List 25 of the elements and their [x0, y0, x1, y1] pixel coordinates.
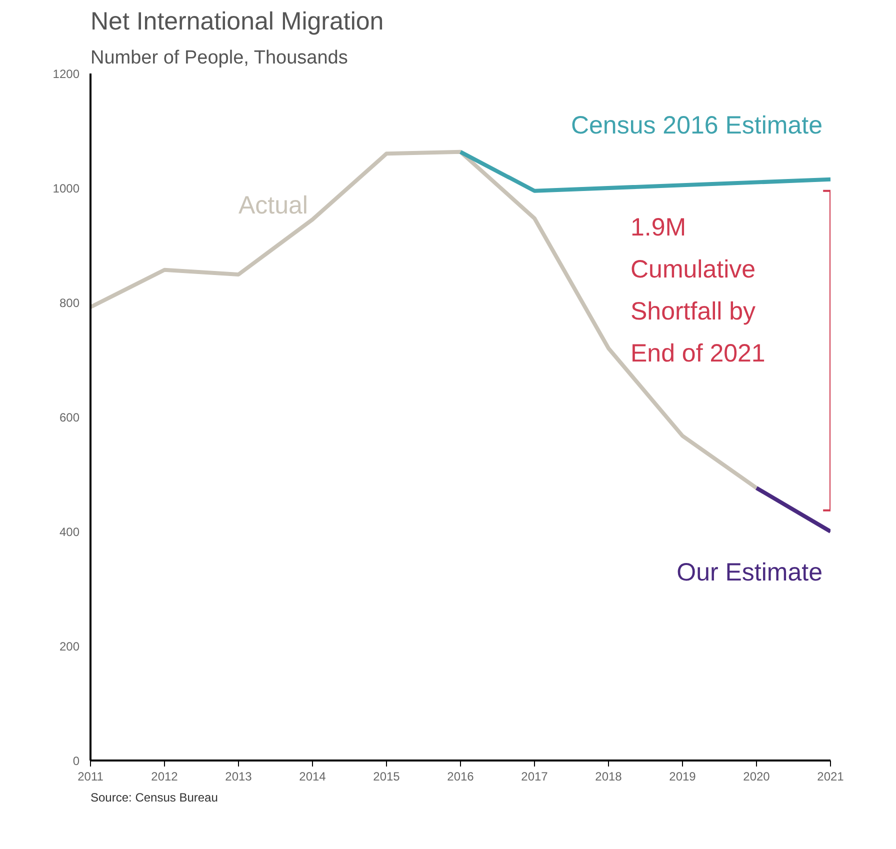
series-label: Actual — [238, 191, 308, 220]
x-tick-label: 2014 — [299, 770, 326, 784]
y-tick-label: 800 — [59, 296, 80, 310]
x-tick-label: 2017 — [521, 770, 548, 784]
x-tick-label: 2012 — [151, 770, 178, 784]
source-note: Source: Census Bureau — [90, 790, 218, 804]
y-tick-label: 0 — [72, 754, 80, 768]
x-tick-label: 2019 — [669, 770, 696, 784]
y-tick-label: 1200 — [52, 67, 80, 81]
x-tick-label: 2021 — [817, 770, 844, 784]
y-tick-label: 200 — [59, 640, 80, 654]
x-tick-label: 2015 — [373, 770, 400, 784]
x-tick-label: 2013 — [225, 770, 252, 784]
annotation: 1.9M Cumulative Shortfall by End of 2021 — [630, 214, 766, 368]
chart-subtitle: Number of People, Thousands — [90, 48, 348, 68]
y-tick-label: 1000 — [52, 182, 80, 196]
x-tick-label: 2016 — [447, 770, 474, 784]
y-tick-label: 400 — [59, 525, 80, 539]
x-tick-label: 2011 — [78, 770, 104, 784]
y-tick-label: 600 — [59, 410, 80, 424]
chart-title: Net International Migration — [90, 8, 384, 36]
series-label: Census 2016 Estimate — [570, 111, 823, 140]
x-tick-label: 2020 — [743, 770, 770, 784]
series-label: Our Estimate — [676, 558, 822, 586]
x-tick-label: 2018 — [595, 770, 622, 784]
